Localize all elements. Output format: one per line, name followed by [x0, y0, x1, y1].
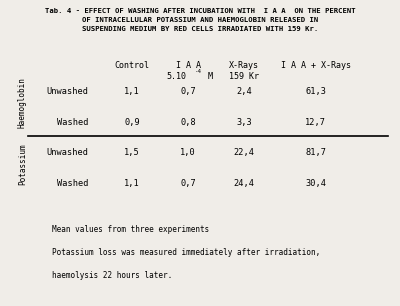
- Text: X-Rays: X-Rays: [229, 61, 259, 70]
- Text: Control: Control: [115, 61, 150, 70]
- Text: Potassium: Potassium: [18, 143, 27, 185]
- Text: Unwashed: Unwashed: [46, 148, 88, 157]
- Text: haemolysis 22 hours later.: haemolysis 22 hours later.: [52, 271, 172, 280]
- Text: 5.10: 5.10: [166, 72, 186, 81]
- Text: Washed: Washed: [57, 179, 88, 188]
- Text: 0,7: 0,7: [180, 87, 196, 96]
- Text: Washed: Washed: [57, 118, 88, 127]
- Text: 24,4: 24,4: [234, 179, 254, 188]
- Text: 1,1: 1,1: [124, 179, 140, 188]
- Text: 2,4: 2,4: [236, 87, 252, 96]
- Text: I A A: I A A: [176, 61, 200, 70]
- Text: 30,4: 30,4: [305, 179, 326, 188]
- Text: 0,8: 0,8: [180, 118, 196, 127]
- Text: 159 Kr: 159 Kr: [229, 72, 259, 81]
- Text: 1,5: 1,5: [124, 148, 140, 157]
- Text: Potassium loss was measured immediately after irradiation,: Potassium loss was measured immediately …: [52, 248, 320, 257]
- Text: SUSPENDING MEDIUM BY RED CELLS IRRADIATED WITH 159 Kr.: SUSPENDING MEDIUM BY RED CELLS IRRADIATE…: [82, 26, 318, 32]
- Text: 22,4: 22,4: [234, 148, 254, 157]
- Text: M: M: [208, 72, 212, 81]
- Text: Haemoglobin: Haemoglobin: [18, 77, 27, 128]
- Text: 3,3: 3,3: [236, 118, 252, 127]
- Text: Mean values from three experiments: Mean values from three experiments: [52, 225, 210, 234]
- Text: Unwashed: Unwashed: [46, 87, 88, 96]
- Text: -4: -4: [194, 69, 202, 74]
- Text: 1,0: 1,0: [180, 148, 196, 157]
- Text: 61,3: 61,3: [305, 87, 326, 96]
- Text: 0,7: 0,7: [180, 179, 196, 188]
- Text: 1,1: 1,1: [124, 87, 140, 96]
- Text: 81,7: 81,7: [305, 148, 326, 157]
- Text: I A A + X-Rays: I A A + X-Rays: [281, 61, 351, 70]
- Text: OF INTRACELLULAR POTASSIUM AND HAEMOGLOBIN RELEASED IN: OF INTRACELLULAR POTASSIUM AND HAEMOGLOB…: [82, 17, 318, 23]
- Text: 12,7: 12,7: [305, 118, 326, 127]
- Text: 0,9: 0,9: [124, 118, 140, 127]
- Text: Tab. 4 - EFFECT OF WASHING AFTER INCUBATION WITH  I A A  ON THE PERCENT: Tab. 4 - EFFECT OF WASHING AFTER INCUBAT…: [45, 8, 355, 14]
